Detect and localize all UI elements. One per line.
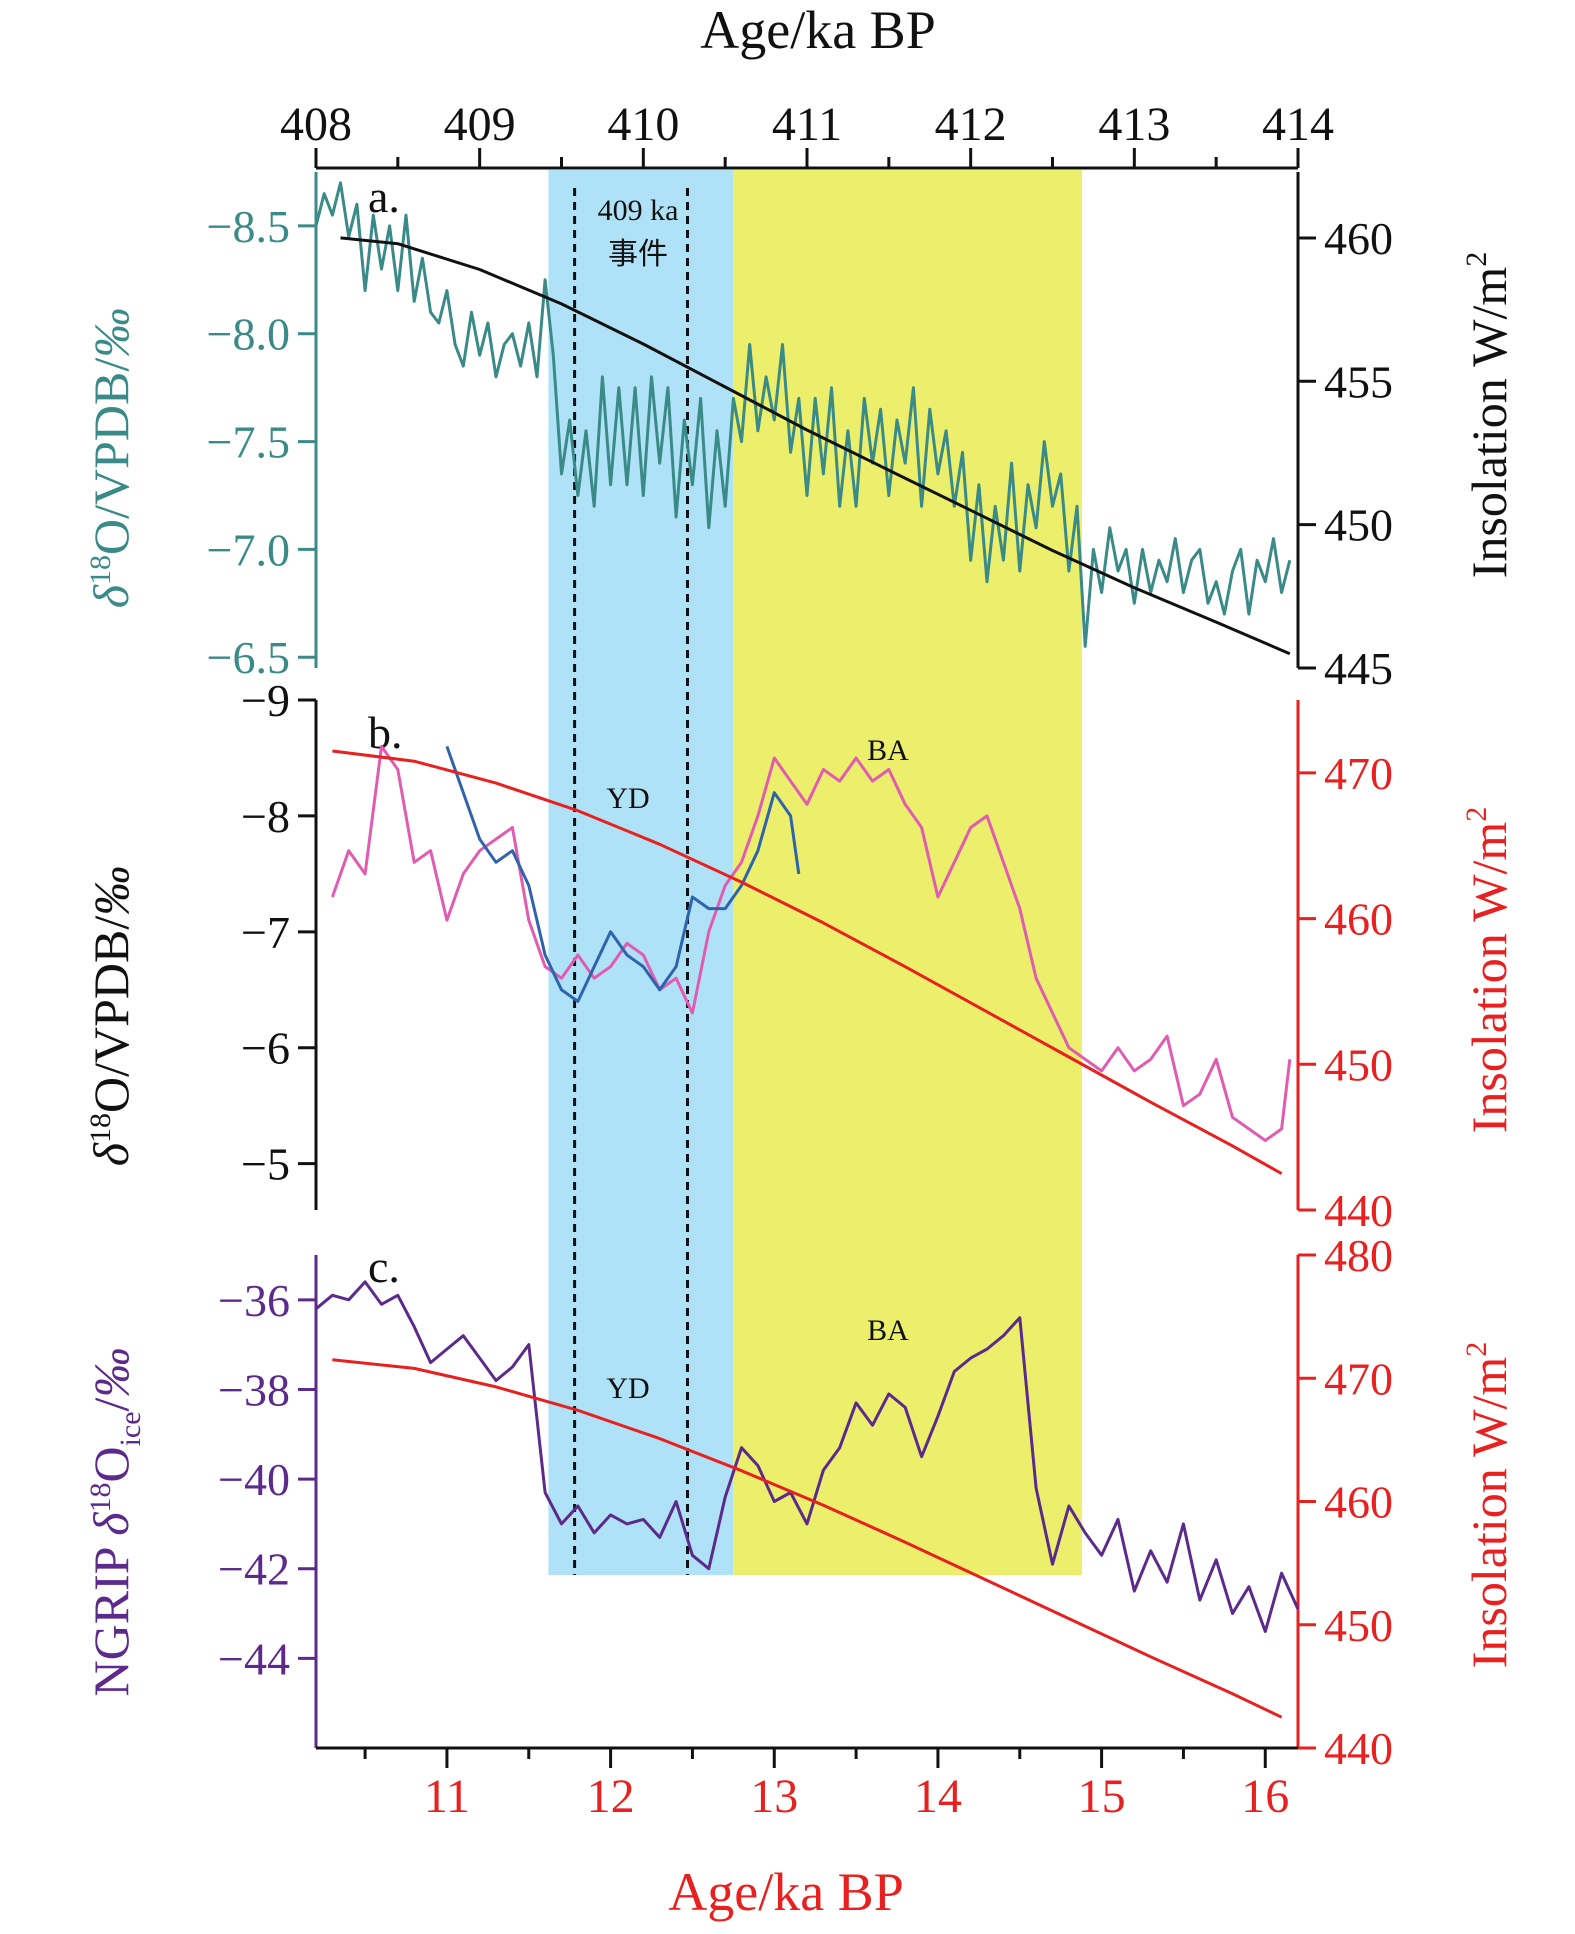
panel-a-right-tick-label: 445 xyxy=(1324,643,1393,694)
panel-c-label-yd: YD xyxy=(606,1372,649,1405)
panel-a: a. 409 ka 事件 δ18O/VPDB/‰ Insolation W/m2… xyxy=(83,171,1517,694)
bottom-tick-label: 11 xyxy=(424,1770,470,1823)
panel-b: b. YD BA δ18O/VPDB/‰ Insolation W/m2 −9−… xyxy=(83,675,1517,1236)
panel-a-left-axis-title: δ18O/VPDB/‰ xyxy=(83,308,139,609)
panel-c-label: c. xyxy=(368,1241,400,1292)
panel-b-left-tick-label: −7 xyxy=(241,907,290,958)
panel-a-left-tick-label: −8.0 xyxy=(207,309,290,360)
event-annotation-line1: 409 ka xyxy=(598,194,679,227)
panel-a-series-1 xyxy=(340,236,1291,656)
panel-b-label-ba: BA xyxy=(867,734,909,767)
panel-b-right-tick-label: 440 xyxy=(1324,1185,1393,1236)
panel-b-left-tick-label: −9 xyxy=(241,675,290,726)
event-annotation: 409 ka 事件 xyxy=(598,194,679,271)
top-axis: Age/ka BP 408 409 410 411 412 413 414 xyxy=(280,0,1334,170)
panel-c-left-tick-label: −38 xyxy=(218,1364,290,1415)
panel-c-right-tick-label: 450 xyxy=(1324,1600,1393,1651)
ydr-shading-band xyxy=(548,170,734,1575)
panel-c-right-tick-label: 460 xyxy=(1324,1477,1393,1528)
panel-b-right-axis-title: Insolation W/m2 xyxy=(1460,807,1517,1134)
panel-a-left-tick-label: −7.0 xyxy=(207,524,290,575)
panel-c: c. YD BA NGRIP δ18Oice/‰ Insolation W/m2… xyxy=(83,1230,1517,1774)
top-tick-label: 408 xyxy=(280,98,352,151)
panel-b-series-0 xyxy=(330,744,1292,1142)
bottom-tick-label: 15 xyxy=(1078,1770,1126,1823)
panel-a-right-tick-label: 460 xyxy=(1324,213,1393,264)
panel-c-left-tick-label: −42 xyxy=(218,1544,290,1595)
panel-c-right-tick-label: 480 xyxy=(1324,1230,1393,1281)
panel-b-left-tick-label: −8 xyxy=(241,791,290,842)
panel-c-left-tick-label: −40 xyxy=(218,1454,290,1505)
panel-a-right-tick-label: 455 xyxy=(1324,356,1393,407)
panel-b-series-1 xyxy=(445,745,801,1003)
event-annotation-line2: 事件 xyxy=(608,238,668,271)
panel-c-series-0 xyxy=(315,1280,1300,1633)
panel-a-right-axis-title: Insolation W/m2 xyxy=(1460,252,1517,579)
panel-b-left-tick-label: −5 xyxy=(241,1139,290,1190)
top-tick-label: 414 xyxy=(1262,98,1334,151)
top-tick-label: 411 xyxy=(772,98,842,151)
bottom-tick-label: 16 xyxy=(1241,1770,1289,1823)
top-axis-title: Age/ka BP xyxy=(700,0,936,60)
bottom-axis: 11 12 13 14 15 16 Age/ka BP xyxy=(316,1746,1298,1922)
panel-b-label-yd: YD xyxy=(606,782,649,815)
shading-layer xyxy=(548,170,1082,1575)
top-tick-label: 412 xyxy=(935,98,1007,151)
panel-b-right-tick-label: 450 xyxy=(1324,1039,1393,1090)
panel-b-series-2 xyxy=(332,749,1283,1175)
panel-b-left-tick-label: −6 xyxy=(241,1023,290,1074)
ba-shading-band xyxy=(733,170,1082,1575)
panel-c-left-axis-title: NGRIP δ18Oice/‰ xyxy=(83,1348,147,1697)
top-axis-ticks: 408 409 410 411 412 413 414 xyxy=(280,98,1334,170)
panel-c-series-1 xyxy=(332,1358,1283,1719)
panel-a-right-tick-label: 450 xyxy=(1324,500,1393,551)
panel-a-series-0 xyxy=(314,181,1292,648)
panel-b-left-axis-title: δ18O/VPDB/‰ xyxy=(83,866,139,1167)
panel-c-left-tick-label: −36 xyxy=(218,1275,290,1326)
panel-c-right-tick-label: 470 xyxy=(1324,1353,1393,1404)
top-tick-label: 413 xyxy=(1098,98,1170,151)
panel-a-left-tick-label: −8.5 xyxy=(207,201,290,252)
panel-c-left-tick-label: −44 xyxy=(218,1633,290,1684)
panel-a-left-tick-label: −7.5 xyxy=(207,417,290,468)
panel-b-right-tick-label: 460 xyxy=(1324,894,1393,945)
bottom-tick-label: 13 xyxy=(750,1770,798,1823)
panel-b-right-tick-label: 470 xyxy=(1324,748,1393,799)
panel-c-label-ba: BA xyxy=(867,1314,909,1347)
bottom-axis-ticks: 11 12 13 14 15 16 xyxy=(316,1746,1298,1823)
panel-c-right-axis-title: Insolation W/m2 xyxy=(1460,1342,1517,1669)
top-tick-label: 409 xyxy=(444,98,516,151)
panel-a-label: a. xyxy=(368,171,400,222)
top-tick-label: 410 xyxy=(607,98,679,151)
bottom-tick-label: 12 xyxy=(587,1770,635,1823)
bottom-tick-label: 14 xyxy=(914,1770,962,1823)
bottom-axis-title: Age/ka BP xyxy=(668,1862,904,1922)
panel-a-left-tick-label: −6.5 xyxy=(207,632,290,683)
panel-c-right-tick-label: 440 xyxy=(1324,1723,1393,1774)
